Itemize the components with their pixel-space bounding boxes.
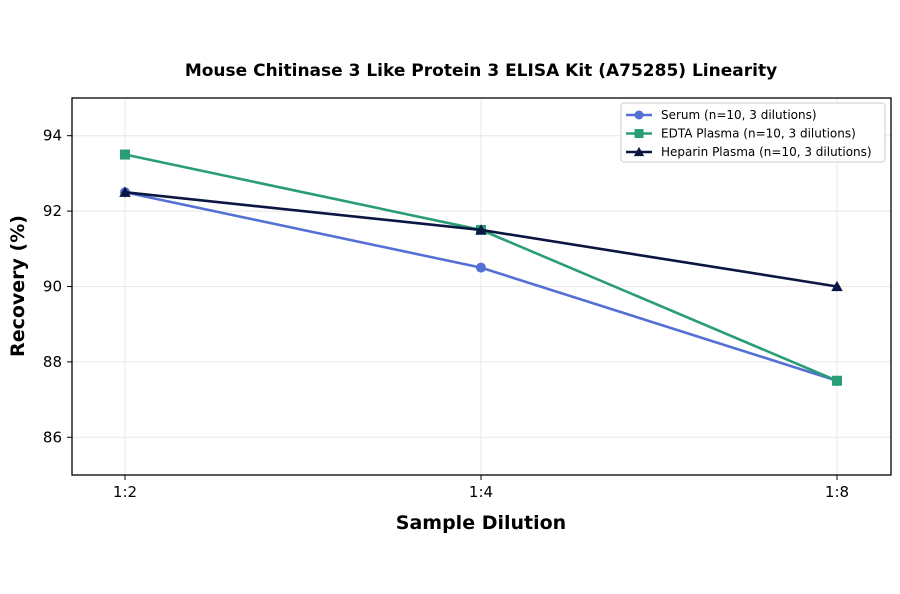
legend-item: Serum (n=10, 3 dilutions) xyxy=(626,108,817,122)
legend-label: EDTA Plasma (n=10, 3 dilutions) xyxy=(661,127,856,141)
y-tick-label: 88 xyxy=(43,353,62,371)
legend-label: Serum (n=10, 3 dilutions) xyxy=(661,108,817,122)
legend-marker xyxy=(634,129,644,138)
data-point xyxy=(476,262,486,273)
legend-label: Heparin Plasma (n=10, 3 dilutions) xyxy=(661,145,872,159)
axis-ticks: 1:2 1:4 1:8 86 88 90 92 94 xyxy=(43,127,849,501)
data-point xyxy=(832,375,842,386)
legend-marker xyxy=(634,110,644,120)
data-point xyxy=(120,149,130,160)
x-axis-label: Sample Dilution xyxy=(396,512,566,534)
data-point xyxy=(475,224,487,235)
x-tick-label: 1:8 xyxy=(825,483,849,501)
x-tick-label: 1:4 xyxy=(469,483,493,501)
y-tick-label: 94 xyxy=(43,127,62,145)
data-point xyxy=(119,186,131,197)
x-tick-label: 1:2 xyxy=(113,483,137,501)
y-tick-label: 92 xyxy=(43,202,62,220)
series-3 xyxy=(119,186,843,292)
chart-title: Mouse Chitinase 3 Like Protein 3 ELISA K… xyxy=(185,61,777,81)
legend-box xyxy=(620,102,886,163)
y-tick-label: 86 xyxy=(43,428,62,446)
data-point xyxy=(831,280,843,292)
series-layer xyxy=(119,149,843,386)
y-tick-label: 90 xyxy=(43,278,62,296)
legend: Serum (n=10, 3 dilutions) EDTA Plasma (n=… xyxy=(620,102,886,163)
y-axis-label: Recovery (%) xyxy=(7,215,29,357)
legend-item: EDTA Plasma (n=10, 3 dilutions) xyxy=(626,127,856,141)
legend-item: Heparin Plasma (n=10, 3 dilutions) xyxy=(626,145,872,159)
legend-marker xyxy=(633,146,645,157)
